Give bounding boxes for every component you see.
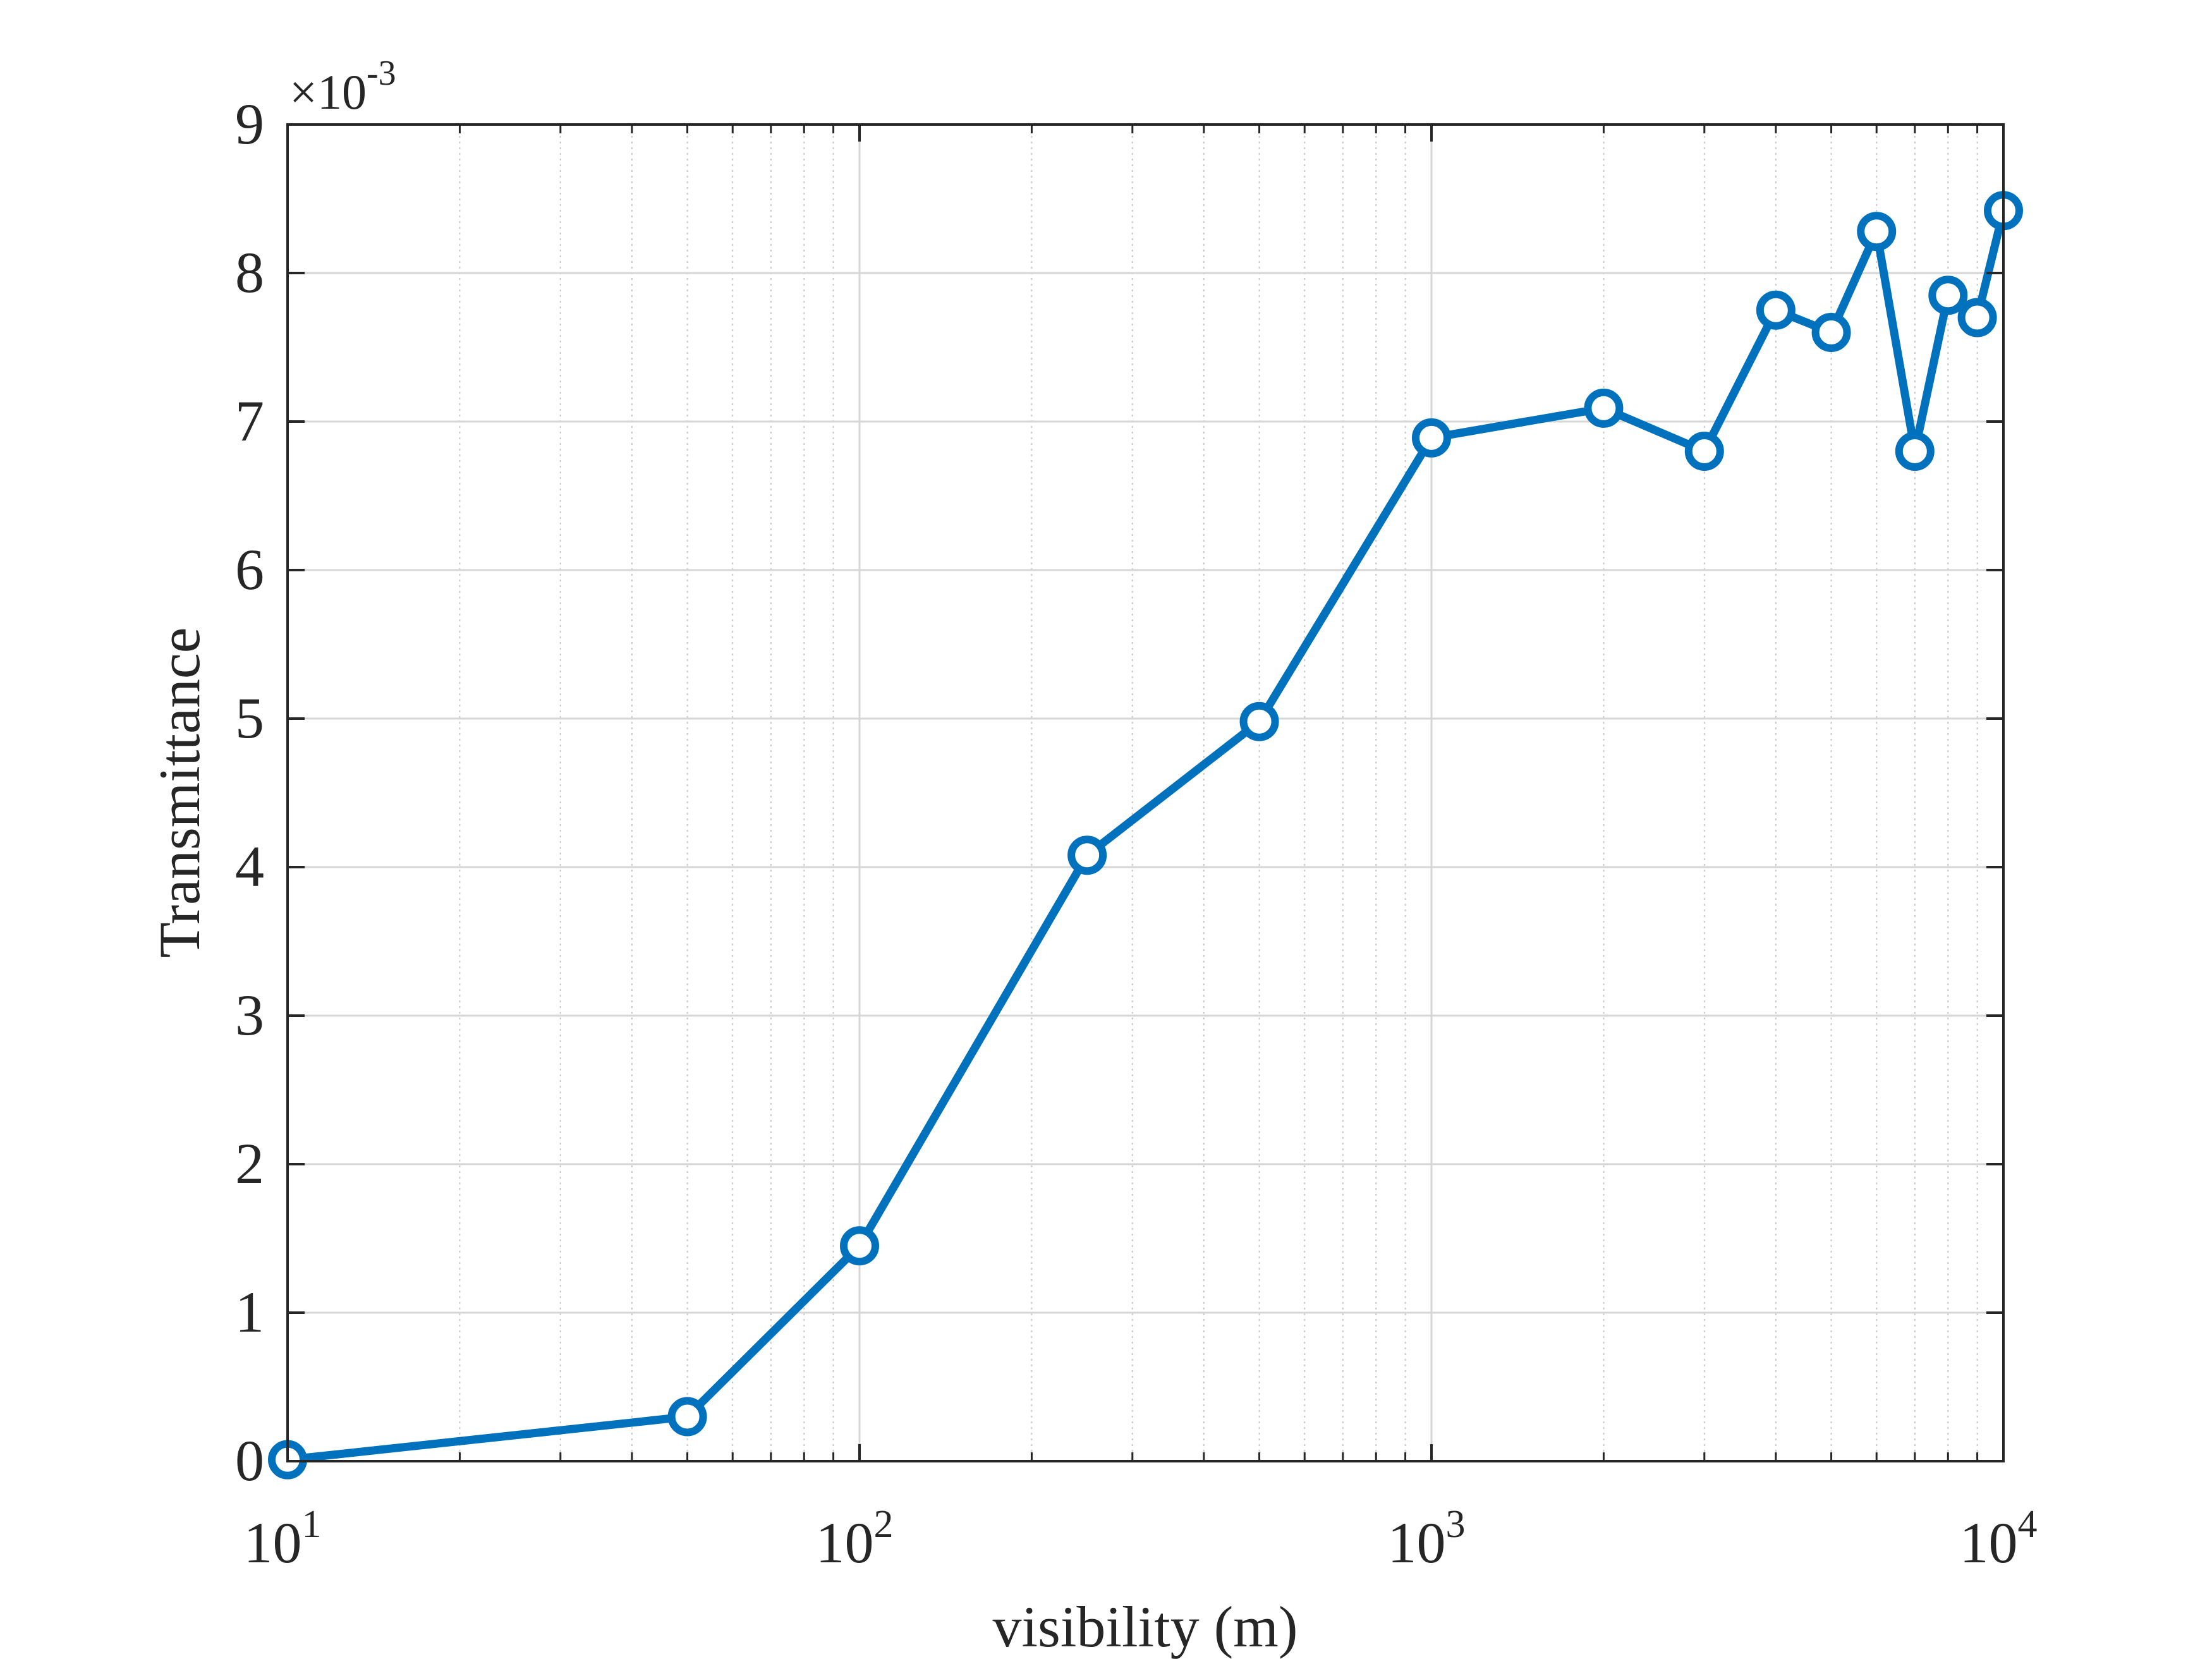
data-point-marker [1756, 290, 1796, 330]
x-tick-label: 104 [1960, 1503, 2038, 1575]
y-tick-label: 6 [235, 537, 264, 602]
y-tick-label: 8 [235, 240, 264, 305]
data-point-marker [1412, 418, 1451, 458]
x-tick-label-exponent: 2 [874, 1503, 894, 1546]
x-tick-label-base: 10 [244, 1510, 302, 1575]
x-tick-label-base: 10 [816, 1510, 874, 1575]
tick-layer [286, 123, 2005, 1462]
x-tick-label: 102 [816, 1503, 894, 1575]
axes-box [286, 123, 2005, 1462]
plot-area [288, 125, 2003, 1461]
y-exponent-base: ×10 [289, 64, 367, 119]
y-tick-label: 7 [235, 389, 264, 453]
data-point-marker [1584, 388, 1624, 428]
data-point-marker [667, 1397, 707, 1437]
data-point-marker [1895, 432, 1935, 471]
x-tick-label-exponent: 4 [2018, 1503, 2038, 1546]
data-point-marker [1957, 298, 1997, 337]
y-tick-label: 1 [235, 1280, 264, 1344]
data-point-marker [1239, 702, 1279, 741]
y-tick-label: 0 [235, 1428, 264, 1493]
y-tick-label: 9 [235, 92, 264, 156]
x-tick-label-base: 10 [1960, 1510, 2018, 1575]
x-tick-label: 101 [244, 1503, 322, 1575]
y-tick-label: 2 [235, 1131, 264, 1196]
x-tick-label-exponent: 1 [302, 1503, 322, 1546]
y-exponent-label: ×10-3 [289, 54, 396, 119]
data-point-marker [1857, 212, 1897, 252]
y-tick-label: 3 [235, 983, 264, 1047]
y-axis-label: Transmittance [147, 628, 212, 958]
data-point-marker [1684, 432, 1724, 471]
y-tick-label: 4 [235, 834, 264, 899]
y-tick-label: 5 [235, 686, 264, 750]
y-exponent-power: -3 [367, 54, 396, 93]
x-tick-label-exponent: 3 [1446, 1503, 1466, 1546]
series-layer [268, 191, 2023, 1480]
data-point-marker [1067, 836, 1107, 875]
x-tick-label-base: 10 [1388, 1510, 1446, 1575]
data-point-marker [1811, 313, 1851, 352]
data-point-marker [840, 1226, 879, 1266]
x-tick-label: 103 [1388, 1503, 1466, 1575]
x-axis-label: visibility (m) [993, 1595, 1298, 1659]
data-point-marker [1928, 276, 1968, 315]
